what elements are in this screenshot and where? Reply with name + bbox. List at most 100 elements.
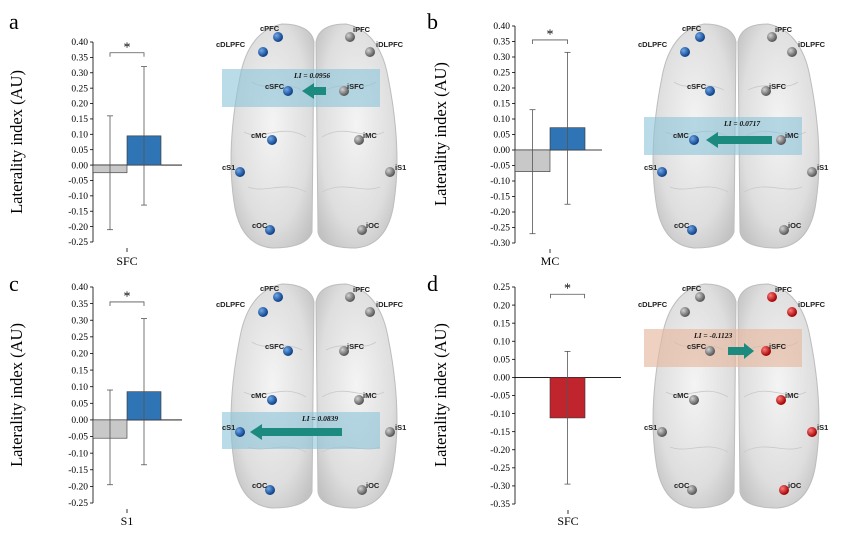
node-label: cPFC: [260, 284, 280, 293]
y-tick-label: -0.20: [68, 483, 88, 493]
y-tick-label: 0.35: [71, 54, 88, 64]
y-tick-label: 0.25: [493, 283, 510, 293]
y-tick-label: 0.30: [71, 69, 88, 79]
node-label: cPFC: [682, 24, 702, 33]
node-label: iPFC: [775, 285, 793, 294]
node-label: iOC: [788, 221, 802, 230]
y-tick-label: 0.05: [493, 356, 510, 366]
node-label: cOC: [252, 481, 268, 490]
node-label: iS1: [395, 423, 406, 432]
x-axis-label: SFC: [116, 254, 137, 268]
brain-map-b: cPFC cDLPFC cSFC cMC cS1 cOC iPFC iDLPFC iSFC iMC…: [638, 23, 828, 249]
node-label: iDLPFC: [376, 40, 404, 49]
significance-star: *: [124, 40, 131, 55]
node-label: cS1: [222, 163, 235, 172]
node-cPFC: [695, 32, 705, 42]
significance-star: *: [124, 289, 131, 304]
node-cS1: [657, 427, 667, 437]
y-axis-title: Laterality index (AU): [7, 70, 26, 214]
laterality-arrow: [728, 343, 754, 359]
brain-map-a: cPFC cDLPFC cSFC cMC cS1 cOC iPFC iDLPFC iSFC iMC…: [216, 23, 406, 249]
node-cSFC: [705, 346, 715, 356]
y-tick-label: 0.20: [493, 84, 510, 94]
brain-map-d: cPFC cDLPFC cSFC cMC cS1 cOC iPFC iDLPFC iSFC iMC…: [638, 283, 828, 509]
y-tick-label: 0.00: [493, 374, 510, 384]
laterality-arrow: [250, 424, 342, 440]
node-label: cDLPFC: [638, 300, 668, 309]
node-cSFC: [283, 86, 293, 96]
node-iS1: [385, 167, 395, 177]
laterality-index-value: LI = -0.1123: [693, 331, 732, 340]
y-tick-label: 0.20: [71, 350, 88, 360]
node-cPFC: [273, 292, 283, 302]
laterality-index-value: LI = 0.0717: [723, 119, 760, 128]
node-label: cSFC: [265, 342, 285, 351]
node-iDLPFC: [365, 47, 375, 57]
node-cDLPFC: [680, 307, 690, 317]
node-label: iSFC: [347, 342, 365, 351]
y-tick-label: -0.25: [68, 238, 88, 248]
y-tick-label: 0.40: [493, 22, 510, 32]
node-label: iSFC: [769, 342, 787, 351]
highlight-band: [222, 69, 380, 107]
y-tick-label: 0.10: [493, 115, 510, 125]
node-iS1: [385, 427, 395, 437]
panel-label-c: c: [9, 271, 19, 296]
y-tick-label: 0.05: [71, 400, 88, 410]
chart-c: 0.40 0.35 0.30 0.25 0.20 0.15 0.10 0.05 0.00 -0.0…: [7, 283, 182, 528]
node-iSFC: [761, 86, 771, 96]
y-tick-label: 0.20: [493, 301, 510, 311]
node-label: cMC: [251, 131, 267, 140]
y-tick-label: 0.30: [71, 316, 88, 326]
y-tick-label: -0.15: [490, 428, 510, 438]
brain-maps: cPFC cDLPFC cSFC cMC cS1 cOC iPFC iDLPFC iSFC iMC…: [216, 23, 828, 509]
node-label: iSFC: [769, 82, 787, 91]
significance-bracket: [109, 52, 145, 57]
node-label: cOC: [674, 481, 690, 490]
y-tick-label: 0.00: [493, 146, 510, 156]
y-tick-label: 0.35: [71, 300, 88, 310]
node-iDLPFC: [787, 47, 797, 57]
y-tick-label: 0.10: [493, 337, 510, 347]
node-label: iS1: [395, 163, 406, 172]
node-label: cPFC: [682, 284, 702, 293]
y-tick-label: -0.10: [68, 192, 88, 202]
y-tick-label: 0.15: [71, 115, 88, 125]
y-tick-label: -0.10: [490, 410, 510, 420]
y-tick-label: 0.00: [71, 161, 88, 171]
node-iSFC: [339, 346, 349, 356]
node-label: cS1: [644, 163, 657, 172]
node-cMC: [267, 395, 277, 405]
y-tick-label: -0.35: [490, 500, 510, 510]
y-tick-label: -0.15: [68, 466, 88, 476]
node-cS1: [235, 167, 245, 177]
node-label: cDLPFC: [216, 300, 246, 309]
y-tick-label: -0.20: [490, 446, 510, 456]
y-tick-label: 0.20: [71, 100, 88, 110]
y-axis-title: Laterality index (AU): [431, 62, 450, 206]
node-iOC: [779, 225, 789, 235]
significance-bracket: [532, 39, 568, 44]
x-axis-label: S1: [121, 514, 134, 528]
node-label: iPFC: [775, 25, 793, 34]
node-iMC: [354, 135, 364, 145]
y-tick-label: -0.05: [68, 177, 88, 187]
node-cDLPFC: [680, 47, 690, 57]
node-cMC: [689, 135, 699, 145]
y-tick-label: 0.00: [71, 416, 88, 426]
node-iMC: [354, 395, 364, 405]
node-label: iS1: [817, 163, 828, 172]
chart-d: 0.25 0.20 0.15 0.10 0.05 0.00 -0.05 -0.10 -0.15 -…: [431, 282, 621, 528]
y-tick-label: -0.05: [490, 392, 510, 402]
node-iSFC: [761, 346, 771, 356]
node-iDLPFC: [365, 307, 375, 317]
node-label: cS1: [222, 423, 235, 432]
significance-star: *: [547, 27, 554, 42]
node-iPFC: [345, 292, 355, 302]
significance-bracket: [550, 293, 585, 299]
node-label: cMC: [251, 391, 267, 400]
node-label: cSFC: [265, 82, 285, 91]
y-tick-label: -0.05: [490, 162, 510, 172]
y-tick-label: -0.20: [68, 223, 88, 233]
node-label: iS1: [817, 423, 828, 432]
